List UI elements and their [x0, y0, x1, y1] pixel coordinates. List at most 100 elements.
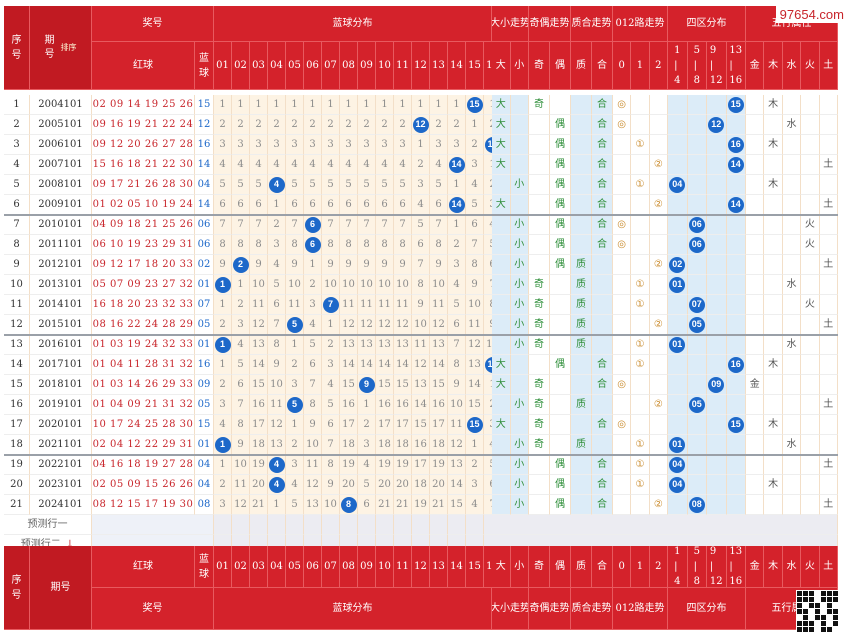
blue-miss-cell: 2 — [286, 115, 304, 135]
predict-red-area[interactable] — [92, 515, 214, 535]
predict-row-label[interactable]: 预测行一 — [4, 515, 92, 535]
row-seq: 18 — [4, 435, 30, 455]
wx-cell — [782, 195, 802, 215]
blue-hit-ball: 1 — [214, 276, 231, 293]
blue-miss-cell: 5 — [286, 315, 304, 335]
blue-miss-cell: 1 — [232, 275, 250, 295]
bs-cell — [492, 495, 511, 515]
predict-blue-cell[interactable] — [268, 515, 286, 535]
q-cell: 05 — [687, 315, 707, 335]
blue-miss-cell: 1 — [448, 215, 466, 235]
wuxing-col-4: 土 — [819, 42, 838, 90]
r-cell — [649, 355, 668, 375]
wx-cell — [764, 395, 783, 415]
predict-blue-cell[interactable] — [322, 515, 340, 535]
blue-miss-cell: 12 — [250, 315, 268, 335]
q-cell — [707, 215, 727, 235]
predict-blue-cell[interactable] — [214, 515, 232, 535]
wx-cell: 水 — [782, 335, 802, 355]
blue-miss-cell: 6 — [412, 235, 430, 255]
q-cell — [726, 475, 746, 495]
q-cell: 06 — [687, 215, 707, 235]
blue-miss-cell: 7 — [358, 215, 376, 235]
q-cell — [707, 315, 727, 335]
pc-cell — [571, 115, 592, 135]
oddeven-col-1: 偶 — [550, 546, 571, 588]
primecomp-col-1: 合 — [592, 546, 613, 588]
predict-blue-cell[interactable] — [250, 515, 268, 535]
q-cell: 04 — [668, 475, 688, 495]
r-cell — [613, 275, 632, 295]
blue-ball-header: 蓝球 — [195, 42, 214, 90]
r-cell: ◎ — [613, 215, 632, 235]
blue-miss-cell: 6 — [304, 195, 322, 215]
q-cell — [687, 415, 707, 435]
bs-cell — [510, 375, 529, 395]
blue-miss-cell: 2 — [358, 415, 376, 435]
predict-blue-cell[interactable] — [304, 515, 322, 535]
q-cell: 16 — [726, 135, 746, 155]
blue-col-03: 03 — [250, 546, 268, 588]
bs-cell: 小 — [510, 235, 529, 255]
wx-cell — [746, 215, 765, 235]
predict-blue-cell[interactable] — [466, 515, 484, 535]
blue-col-14: 14 — [448, 546, 466, 588]
row-period: 2009101 — [30, 195, 92, 215]
r-cell — [649, 375, 668, 395]
row-period: 2019101 — [30, 395, 92, 415]
oe-cell — [529, 175, 550, 195]
blue-miss-cell: 1 — [214, 295, 232, 315]
blue-miss-cell: 3 — [358, 435, 376, 455]
r-cell — [649, 175, 668, 195]
wx-cell: 土 — [819, 315, 838, 335]
q-cell — [668, 415, 688, 435]
predict-blue-cell[interactable] — [232, 515, 250, 535]
blue-miss-cell: 19 — [376, 455, 394, 475]
predict-blue-cell[interactable] — [430, 515, 448, 535]
bigsmall-col-0: 大 — [492, 546, 511, 588]
blue-miss-cell: 13 — [250, 335, 268, 355]
quad-col-1: 5 | 8 — [687, 42, 707, 90]
wx-cell: 土 — [819, 455, 838, 475]
row-red-balls: 02 05 09 15 26 26 — [92, 475, 195, 495]
wx-cell — [801, 355, 820, 375]
wx-cell — [746, 415, 765, 435]
predict-blue-cell[interactable] — [376, 515, 394, 535]
oe-cell: 奇 — [529, 335, 550, 355]
q-cell — [687, 195, 707, 215]
row-seq: 7 — [4, 215, 30, 235]
predict-blue-cell[interactable] — [286, 515, 304, 535]
row-period: 2010101 — [30, 215, 92, 235]
col-period-header[interactable]: 期号排序 — [30, 6, 92, 90]
oe-cell: 奇 — [529, 415, 550, 435]
col-period-header: 期号 — [30, 546, 92, 630]
wx-cell — [746, 235, 765, 255]
predict-blue-cell[interactable] — [358, 515, 376, 535]
blue-miss-cell: 12 — [448, 435, 466, 455]
row-seq: 5 — [4, 175, 30, 195]
row-blue-ball: 06 — [195, 235, 214, 255]
predict-trend-area[interactable] — [492, 515, 838, 535]
blue-miss-cell: 3 — [322, 355, 340, 375]
q-cell — [726, 495, 746, 515]
sort-button[interactable]: 排序 — [60, 42, 77, 52]
blue-miss-cell: 12 — [232, 495, 250, 515]
pc-cell: 合 — [592, 115, 613, 135]
row-period: 2012101 — [30, 255, 92, 275]
row-blue-ball: 16 — [195, 355, 214, 375]
r-cell — [649, 115, 668, 135]
predict-blue-cell[interactable] — [340, 515, 358, 535]
bigsmall-header: 大小走势 — [492, 6, 529, 42]
predict-blue-cell[interactable] — [412, 515, 430, 535]
wx-cell — [764, 495, 783, 515]
blue-hit-ball: 4 — [268, 476, 285, 493]
q-cell: 04 — [668, 175, 688, 195]
blue-miss-cell: 10 — [466, 295, 484, 315]
blue-miss-cell: 17 — [430, 415, 448, 435]
predict-blue-cell[interactable] — [394, 515, 412, 535]
r-cell — [649, 95, 668, 115]
blue-miss-cell: 21 — [430, 495, 448, 515]
predict-blue-cell[interactable] — [448, 515, 466, 535]
row-seq: 4 — [4, 155, 30, 175]
blue-miss-cell: 17 — [412, 455, 430, 475]
